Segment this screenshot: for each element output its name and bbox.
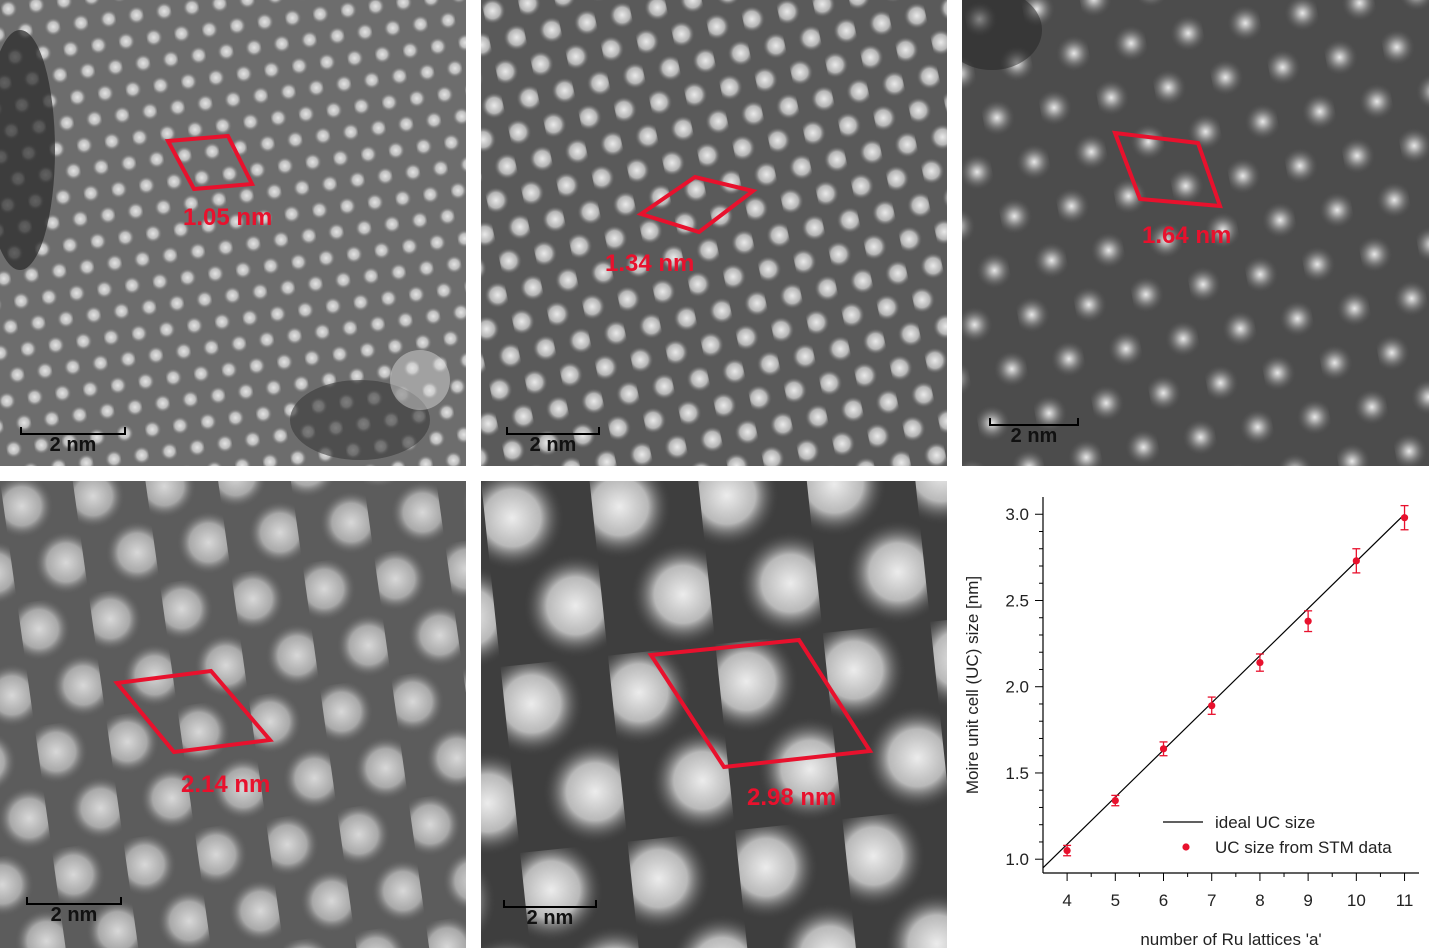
x-tick-label: 10 [1347, 891, 1366, 910]
ideal-uc-line [1042, 513, 1405, 869]
stm-panel-1: 1.05 nm 2 nm [0, 0, 466, 466]
unit-cell-size-label-5: 2.98 nm [747, 784, 837, 811]
scale-bar-5: 2 nm [503, 900, 597, 929]
unit-cell-outline-5 [647, 637, 874, 770]
x-tick-label: 4 [1062, 891, 1071, 910]
y-tick-label: 2.5 [1005, 591, 1029, 610]
unit-cell-size-label-1: 1.05 nm [183, 204, 273, 231]
data-point [1159, 745, 1168, 753]
x-tick-label: 7 [1207, 891, 1216, 910]
data-point [1111, 796, 1119, 805]
stm-image-3 [962, 0, 1429, 466]
scale-bar-2: 2 nm [506, 427, 600, 456]
x-tick-label: 11 [1396, 891, 1414, 910]
legend-label-ideal: ideal UC size [1215, 813, 1315, 832]
x-tick-label: 5 [1111, 891, 1120, 910]
legend-point-marker [1182, 843, 1190, 851]
stm-image-2 [481, 0, 947, 466]
scale-bar-4: 2 nm [26, 897, 122, 926]
y-tick-label: 3.0 [1005, 505, 1029, 524]
stm-panel-2: 1.34 nm 2 nm [481, 0, 947, 466]
data-point [1352, 557, 1360, 565]
y-tick-label: 2.0 [1005, 678, 1029, 697]
scale-bar-1: 2 nm [20, 427, 126, 456]
unit-cell-size-label-4: 2.14 nm [181, 771, 271, 798]
unit-cell-outline-2 [636, 174, 758, 235]
unit-cell-size-label-3: 1.64 nm [1142, 222, 1232, 249]
x-tick-label: 9 [1303, 891, 1312, 910]
data-point [1208, 702, 1216, 710]
y-axis-label: Moire unit cell (UC) size [nm] [963, 576, 982, 794]
stm-image-5 [481, 481, 947, 948]
scale-bar-3: 2 nm [989, 418, 1079, 447]
data-point [1304, 617, 1312, 625]
data-point [1400, 514, 1409, 522]
y-tick-label: 1.0 [1005, 850, 1029, 869]
uc-size-chart: 4 5 6 7 8 9 10 11 1.0 1.5 2.0 2.5 3.0 number of Ru la… [963, 497, 1419, 948]
stm-panel-4: 2.14 nm 2 nm [0, 481, 466, 948]
stm-panel-5: 2.98 nm 2 nm [481, 481, 947, 948]
data-point [1256, 658, 1264, 667]
stm-image-1 [0, 0, 466, 466]
x-axis-label: number of Ru lattices 'a' [1140, 930, 1321, 948]
y-tick-label: 1.5 [1005, 764, 1029, 783]
x-tick-label: 8 [1255, 891, 1264, 910]
unit-cell-outline-3 [1111, 130, 1223, 209]
x-tick-label: 6 [1159, 891, 1168, 910]
data-point [1063, 846, 1071, 855]
stm-panel-3: 1.64 nm 2 nm [962, 0, 1429, 466]
legend-label-stm: UC size from STM data [1215, 838, 1392, 857]
unit-cell-outline-4 [113, 668, 274, 755]
stm-image-4 [0, 481, 466, 948]
unit-cell-size-label-2: 1.34 nm [605, 250, 695, 277]
unit-cell-outline-1 [164, 133, 256, 192]
